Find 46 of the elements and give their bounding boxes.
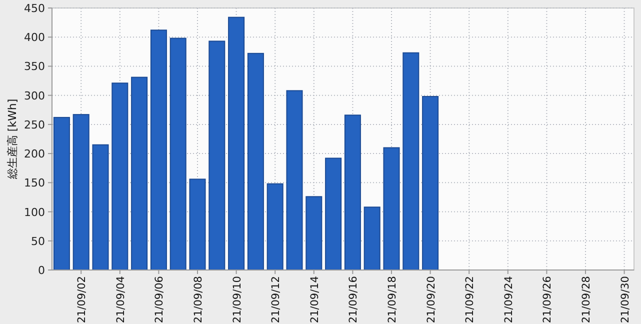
- y-tick-label: 450: [24, 2, 45, 15]
- bar: [112, 82, 128, 270]
- bar: [92, 144, 109, 270]
- bar: [53, 116, 70, 270]
- x-tick-label: 21/09/18: [386, 276, 398, 324]
- bar: [208, 40, 226, 270]
- bar: [306, 196, 322, 270]
- bar: [131, 76, 148, 270]
- y-tick-label: 150: [24, 176, 45, 190]
- x-tick-label: 21/09/14: [308, 276, 321, 324]
- bar: [383, 147, 400, 270]
- bar: [228, 16, 245, 270]
- y-tick-label: 0: [38, 264, 45, 277]
- y-tick-label: 350: [24, 60, 45, 74]
- bar: [266, 183, 284, 270]
- x-tick-label: 21/09/22: [464, 276, 476, 324]
- y-tick-label: 300: [24, 89, 45, 102]
- y-axis-title: 総生産高 [kWh]: [6, 98, 19, 180]
- bar: [170, 38, 186, 270]
- x-tick-label: 21/09/06: [154, 276, 166, 324]
- x-tick-label: 21/09/28: [580, 276, 592, 324]
- x-tick-label: 21/09/12: [270, 276, 282, 324]
- bar: [247, 52, 264, 270]
- bar: [364, 206, 380, 270]
- y-tick-label: 200: [24, 148, 45, 161]
- y-tick-label: 400: [24, 31, 45, 44]
- y-tick-label: 100: [24, 206, 45, 219]
- bar: [422, 96, 439, 270]
- x-tick-label: 21/09/30: [619, 276, 632, 324]
- x-tick-label: 21/09/02: [76, 276, 88, 324]
- x-tick-label: 21/09/10: [231, 276, 244, 324]
- x-tick-label: 21/09/04: [114, 276, 127, 324]
- y-tick-label: 50: [31, 234, 45, 248]
- bar: [72, 114, 90, 270]
- bar: [402, 52, 420, 270]
- bar: [325, 158, 342, 270]
- x-tick-label: 21/09/24: [502, 276, 515, 324]
- bar: [344, 114, 361, 270]
- x-tick-label: 21/09/16: [348, 276, 360, 324]
- bar: [150, 30, 167, 270]
- bar: [286, 90, 303, 270]
- y-tick-label: 250: [24, 118, 45, 132]
- x-tick-label: 21/09/26: [542, 276, 554, 324]
- bar: [189, 178, 206, 270]
- x-tick-label: 21/09/08: [192, 276, 204, 324]
- x-tick-label: 21/09/20: [425, 276, 438, 324]
